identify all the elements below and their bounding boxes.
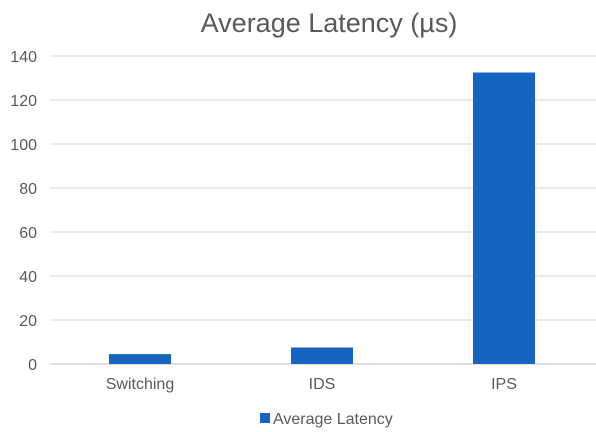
bar-ids — [291, 347, 353, 364]
bar-switching — [109, 354, 171, 364]
gridlines — [50, 55, 596, 365]
y-tick-label: 100 — [10, 137, 37, 154]
y-tick-label: 0 — [28, 357, 37, 374]
y-tick-label: 20 — [19, 313, 37, 330]
legend: Average Latency — [260, 411, 393, 428]
x-tick-label: IPS — [491, 376, 517, 393]
y-tick-label: 120 — [10, 93, 37, 110]
y-tick-label: 60 — [19, 225, 37, 242]
legend-swatch — [260, 413, 270, 423]
chart-title: Average Latency (µs) — [201, 8, 458, 38]
bar-series — [109, 72, 535, 364]
x-tick-label: IDS — [309, 376, 336, 393]
y-tick-label: 80 — [19, 181, 37, 198]
y-tick-label: 140 — [10, 49, 37, 66]
x-tick-label: Switching — [106, 376, 174, 393]
legend-label: Average Latency — [273, 411, 393, 428]
bar-ips — [473, 72, 535, 364]
x-axis-tick-labels: Switching IDS IPS — [106, 376, 517, 393]
y-axis-tick-labels: 0 20 40 60 80 100 120 140 — [10, 49, 37, 374]
y-tick-label: 40 — [19, 269, 37, 286]
